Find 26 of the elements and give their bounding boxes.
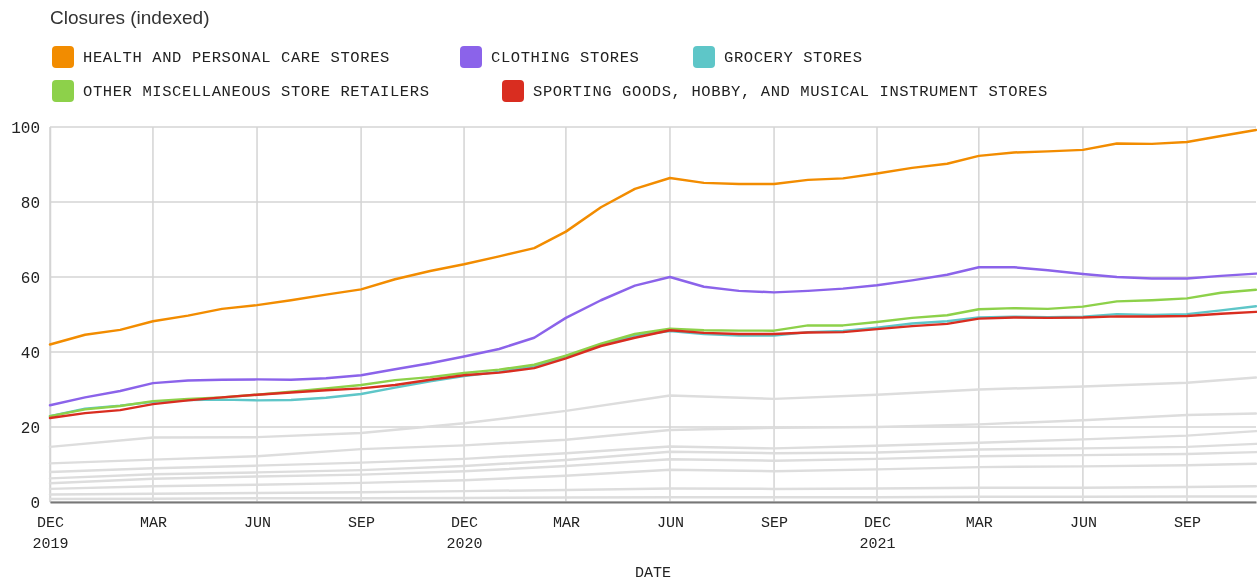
- y-tick-label: 80: [20, 194, 40, 213]
- legend-label: HEALTH AND PERSONAL CARE STORES: [83, 49, 390, 67]
- legend-label: CLOTHING STORES: [491, 49, 640, 67]
- y-tick-label: 0: [30, 494, 40, 513]
- x-tick-label: SEP: [348, 514, 376, 532]
- x-tick-label: SEP: [761, 514, 789, 532]
- y-tick-label: 20: [20, 419, 40, 438]
- x-tick-label: MAR: [139, 514, 167, 532]
- x-tick-label: JUN: [656, 514, 684, 532]
- x-tick-label: DEC 2019: [32, 514, 69, 554]
- legend-label: GROCERY STORES: [724, 49, 863, 67]
- x-tick-label: MAR: [552, 514, 580, 532]
- x-tick-label: JUN: [1069, 514, 1097, 532]
- chart-title: Closures (indexed): [50, 7, 210, 28]
- x-tick-label: DEC 2021: [859, 514, 896, 554]
- y-tick-label: 40: [20, 344, 40, 363]
- legend-label: SPORTING GOODS, HOBBY, AND MUSICAL INSTRUMENT STORES: [533, 83, 1048, 101]
- line-series: [48, 266, 1257, 407]
- legend-label: OTHER MISCELLANEOUS STORE RETAILERS: [83, 83, 430, 101]
- y-tick-label: 60: [20, 269, 40, 288]
- x-tick-label: SEP: [1173, 514, 1201, 532]
- x-axis-title: DATE: [634, 565, 672, 580]
- y-tick-label: 100: [11, 119, 40, 138]
- x-tick-label: DEC 2020: [446, 514, 483, 554]
- x-tick-label: MAR: [965, 514, 993, 532]
- x-tick-label: JUN: [244, 514, 272, 532]
